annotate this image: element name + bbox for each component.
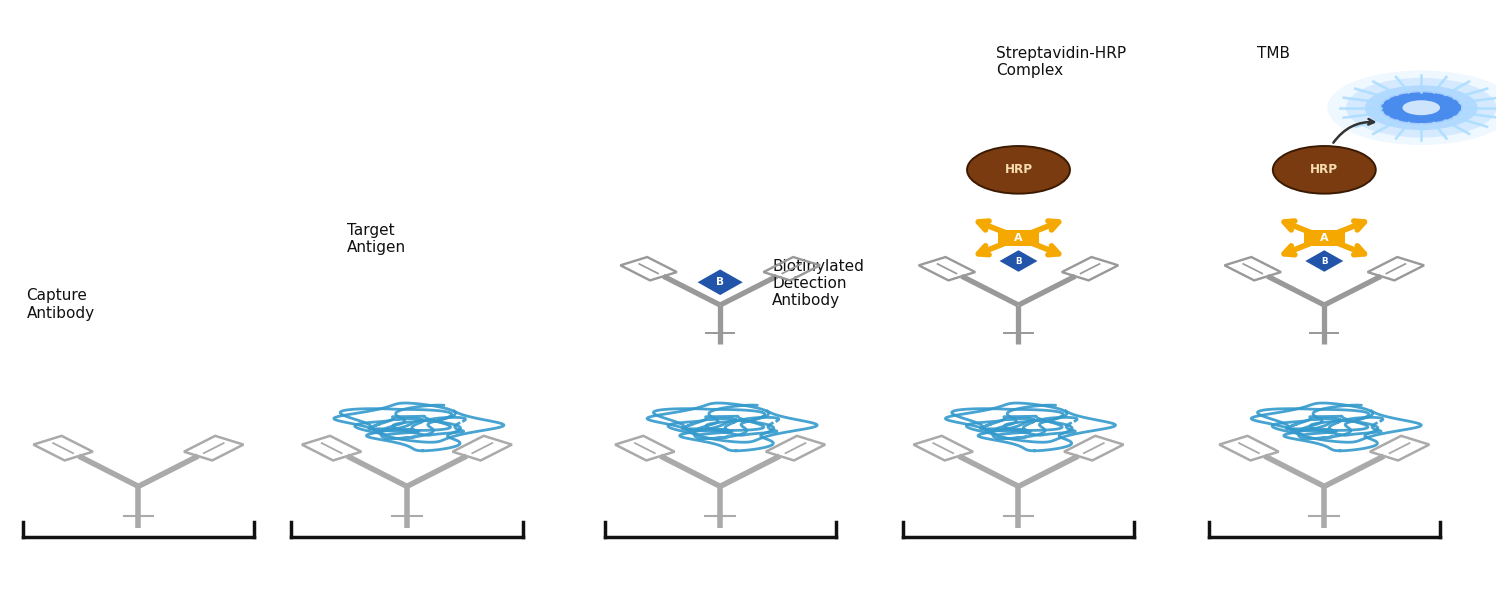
Circle shape [1402,100,1440,115]
Polygon shape [1304,230,1346,246]
Polygon shape [998,250,1039,272]
Circle shape [1365,85,1478,130]
Text: A: A [1320,233,1329,243]
Polygon shape [998,230,1039,246]
Text: B: B [1322,257,1328,266]
Text: HRP: HRP [1310,163,1338,176]
Polygon shape [1304,250,1344,272]
Text: Capture
Antibody: Capture Antibody [27,288,94,320]
Ellipse shape [968,146,1070,194]
Text: Target
Antigen: Target Antigen [346,223,406,256]
Circle shape [1380,92,1462,124]
Circle shape [1346,78,1497,137]
Ellipse shape [1274,146,1376,194]
Text: B: B [1016,257,1022,266]
Polygon shape [696,269,744,296]
Circle shape [1328,70,1500,145]
Text: TMB: TMB [1257,46,1290,61]
Text: HRP: HRP [1005,163,1032,176]
Text: A: A [1014,233,1023,243]
Text: Streptavidin-HRP
Complex: Streptavidin-HRP Complex [996,46,1126,78]
Text: Biotinylated
Detection
Antibody: Biotinylated Detection Antibody [772,259,864,308]
Text: B: B [716,277,724,287]
